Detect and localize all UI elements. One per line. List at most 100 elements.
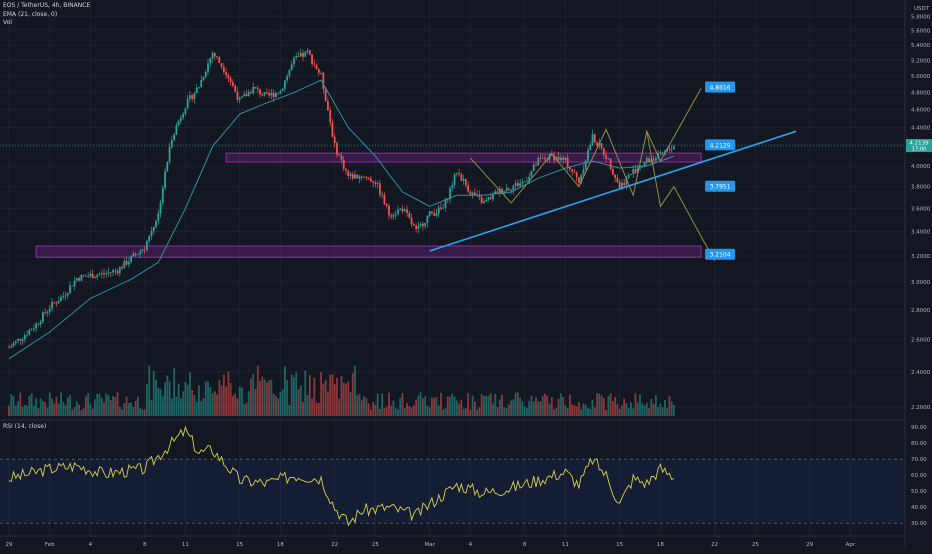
candle-body <box>467 185 469 191</box>
volume-bar <box>187 385 189 416</box>
candle-body <box>67 293 69 295</box>
volume-bar <box>515 393 517 416</box>
volume-bar <box>469 410 471 416</box>
candle-body <box>71 286 73 287</box>
volume-bar <box>666 408 668 416</box>
candle-body <box>8 347 10 348</box>
volume-bar <box>316 403 318 416</box>
volume-bar <box>619 409 621 416</box>
volume-bar <box>248 391 250 416</box>
volume-bar <box>298 389 300 416</box>
volume-bar <box>485 396 487 416</box>
candle-body <box>218 57 220 63</box>
candle-body <box>128 262 130 265</box>
candle-body <box>390 215 392 216</box>
candle-body <box>583 169 585 174</box>
candle-body <box>40 322 42 324</box>
volume-bar <box>144 409 146 416</box>
rsi-tick-label: 60.00 <box>911 473 927 479</box>
volume-bar <box>386 406 388 416</box>
volume-bar <box>569 394 571 416</box>
volume-bar <box>78 405 80 416</box>
volume-bar <box>126 397 128 416</box>
volume-bar <box>302 402 304 416</box>
candle-body <box>512 186 514 190</box>
symbol-title: EOS / TetherUS, 4h, BINANCE <box>3 2 90 11</box>
volume-bar <box>644 405 646 416</box>
volume-bar <box>442 409 444 416</box>
volume-bar <box>659 403 661 416</box>
volume-bar <box>268 380 270 416</box>
candle-body <box>286 76 288 80</box>
candle-body <box>114 270 116 271</box>
candle-body <box>365 177 367 178</box>
candle-body <box>372 181 374 182</box>
volume-bar <box>673 405 675 416</box>
candle-body <box>669 148 671 149</box>
candle-body <box>533 165 535 171</box>
candle-body <box>26 335 28 336</box>
candle-body <box>166 162 168 171</box>
volume-indicator-label: Vol <box>3 19 90 28</box>
volume-bar <box>506 408 508 416</box>
candle-body <box>243 94 245 96</box>
volume-bar <box>239 387 241 416</box>
volume-bar <box>259 381 261 416</box>
volume-bar <box>347 381 349 416</box>
volume-bar <box>90 404 92 416</box>
volume-bar <box>542 396 544 416</box>
volume-bar <box>463 409 465 416</box>
rsi-tick-label: 50.00 <box>911 489 927 495</box>
volume-bar <box>413 405 415 416</box>
price-label-text: 4.8616 <box>710 85 731 92</box>
volume-bar <box>87 393 89 416</box>
candle-body <box>456 173 458 174</box>
candle-body <box>173 135 175 140</box>
candle-body <box>571 169 573 171</box>
volume-bar <box>173 368 175 416</box>
candle-body <box>673 146 675 149</box>
candle-body <box>592 134 594 145</box>
candle-body <box>469 192 471 195</box>
volume-bar <box>560 393 562 416</box>
candle-body <box>207 63 209 72</box>
volume-bar <box>132 407 134 416</box>
time-tick-label: 15 <box>236 542 243 548</box>
volume-bar <box>338 399 340 416</box>
volume-bar <box>218 380 220 416</box>
candle-body <box>101 273 103 274</box>
volume-bar <box>494 394 496 416</box>
candle-body <box>327 101 329 110</box>
volume-bar <box>395 408 397 416</box>
price-tick-label: 2.2000 <box>911 405 931 411</box>
volume-bar <box>549 404 551 416</box>
candle-body <box>10 346 12 347</box>
volume-bar <box>266 383 268 416</box>
volume-bar <box>345 384 347 416</box>
candle-body <box>275 93 277 97</box>
volume-bar <box>261 377 263 416</box>
candle-body <box>270 93 272 95</box>
candle-body <box>300 53 302 56</box>
candle-body <box>142 250 144 251</box>
candle-body <box>252 87 254 93</box>
candle-body <box>191 95 193 99</box>
volume-bar <box>451 393 453 416</box>
price-unit: USDT <box>914 6 930 12</box>
candle-body <box>485 200 487 201</box>
candle-body <box>126 261 128 265</box>
volume-bar <box>69 395 71 416</box>
candle-body <box>564 158 566 160</box>
candle-body <box>189 95 191 99</box>
volume-bar <box>377 394 379 416</box>
candle-body <box>230 78 232 82</box>
volume-bar <box>212 393 214 416</box>
volume-bar <box>44 402 46 416</box>
volume-bar <box>445 408 447 416</box>
candle-body <box>234 86 236 92</box>
candle-body <box>653 159 655 160</box>
candle-body <box>379 183 381 195</box>
volume-bar <box>528 401 530 416</box>
volume-bar <box>526 408 528 416</box>
